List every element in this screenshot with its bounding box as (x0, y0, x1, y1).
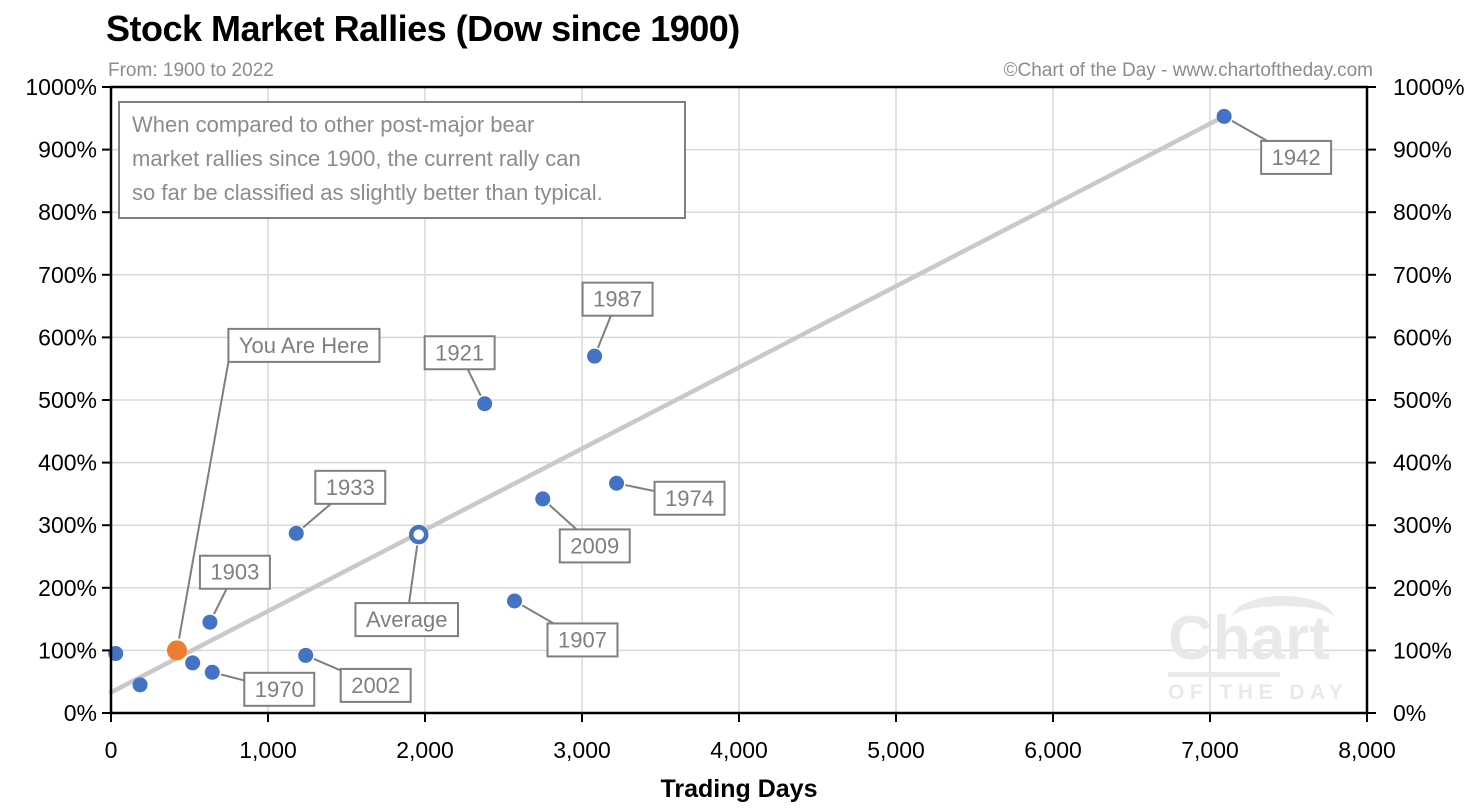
leader-1987 (597, 315, 612, 349)
callout-1974 (653, 480, 726, 516)
y-right-tick-400%: 400% (1393, 450, 1452, 476)
point-unlabeled (132, 677, 148, 693)
leader-1942 (1231, 120, 1268, 142)
point-1903 (202, 614, 218, 630)
x-tick-6,000: 6,000 (1024, 737, 1082, 763)
x-tick-7,000: 7,000 (1181, 737, 1239, 763)
leader-you-are-here (178, 361, 230, 639)
x-axis-label: Trading Days (661, 775, 818, 803)
y-right-tick-300%: 300% (1393, 512, 1452, 538)
x-tick-5,000: 5,000 (867, 737, 925, 763)
leader-1903 (213, 588, 228, 615)
y-right-tick-200%: 200% (1393, 575, 1452, 601)
y-right-tick-100%: 100% (1393, 637, 1452, 663)
x-tick-4,000: 4,000 (710, 737, 768, 763)
y-right-tick-0%: 0% (1393, 700, 1426, 726)
y-left-tick-400%: 400% (38, 450, 97, 476)
gridlines (111, 87, 1367, 713)
callout-1921-text: 1921 (435, 340, 484, 365)
leader-1907 (521, 604, 555, 625)
y-right-tick-700%: 700% (1393, 262, 1452, 288)
callout-1987-text: 1987 (593, 287, 642, 312)
leader-1933 (302, 503, 332, 529)
callout-2002-text: 2002 (351, 673, 400, 698)
y-left-tick-600%: 600% (38, 324, 97, 350)
chart-date-range: From: 1900 to 2022 (108, 60, 274, 81)
callout-average-text: Average (366, 607, 448, 632)
plot-frame (109, 85, 1369, 715)
callout-1903 (198, 554, 271, 590)
point-average (408, 524, 429, 545)
axis-tick-labels: 0% 0% 100% 100% 200% 200% 300% 300% 400% 400% 500%… (25, 74, 1464, 763)
x-tick-3,000: 3,000 (553, 737, 611, 763)
data-points (108, 108, 1232, 693)
leader-1974 (625, 484, 655, 493)
callout-labels: You Are Here 1903 1970 1933 2002 Average 1921 1… (198, 139, 1333, 707)
point-2009 (535, 491, 551, 507)
y-left-tick-100%: 100% (38, 637, 97, 663)
y-left-tick-0%: 0% (64, 700, 97, 726)
callout-1970-text: 1970 (255, 677, 304, 702)
point-1933 (288, 525, 304, 541)
axis-ticks (102, 86, 1376, 722)
callout-1903-text: 1903 (210, 560, 259, 585)
x-axis-title: Trading Days (661, 775, 818, 803)
annotation-textbox: When compared to other post-major bear m… (118, 101, 686, 219)
leader-average (408, 545, 419, 604)
point-1921 (477, 396, 493, 412)
callout-1942 (1260, 139, 1333, 175)
y-right-tick-1000%: 1000% (1393, 74, 1465, 100)
point-unlabeled (185, 655, 201, 671)
point-1907 (506, 593, 522, 609)
y-left-tick-900%: 900% (38, 137, 97, 163)
y-left-tick-700%: 700% (38, 262, 97, 288)
point-2002 (298, 647, 314, 663)
callout-1933-text: 1933 (326, 475, 375, 500)
y-right-tick-900%: 900% (1393, 137, 1452, 163)
y-left-tick-1000%: 1000% (25, 74, 97, 100)
callout-2009-text: 2009 (570, 533, 619, 558)
point-1970 (204, 664, 220, 680)
callout-1933 (314, 469, 387, 505)
leader-2002 (313, 658, 342, 672)
point-you-are-here (166, 640, 187, 661)
callout-1907-text: 1907 (558, 627, 607, 652)
x-tick-8,000: 8,000 (1338, 737, 1396, 763)
callout-1970 (243, 671, 316, 707)
plot-border (109, 85, 1369, 715)
y-left-tick-200%: 200% (38, 575, 97, 601)
callout-average (354, 602, 459, 638)
leader-1921 (466, 368, 482, 397)
y-right-tick-500%: 500% (1393, 387, 1452, 413)
y-left-tick-300%: 300% (38, 512, 97, 538)
callout-you-are-here (227, 327, 381, 363)
y-right-tick-800%: 800% (1393, 199, 1452, 225)
callout-1942-text: 1942 (1272, 145, 1321, 170)
callout-2009 (558, 528, 631, 564)
x-tick-0: 0 (105, 737, 118, 763)
x-tick-1,000: 1,000 (239, 737, 297, 763)
callout-you-are-here-text: You Are Here (239, 333, 369, 358)
callout-1987 (581, 281, 654, 317)
callout-1907 (546, 622, 619, 658)
point-1974 (609, 475, 625, 491)
x-tick-2,000: 2,000 (396, 737, 454, 763)
copyright-credit: ©Chart of the Day - www.chartoftheday.co… (1003, 60, 1373, 81)
leader-1970 (220, 673, 245, 682)
point-1987 (587, 348, 603, 364)
callout-1921 (423, 335, 496, 371)
y-left-tick-800%: 800% (38, 199, 97, 225)
callout-1974-text: 1974 (665, 486, 714, 511)
callout-2002 (339, 667, 412, 703)
page-title: Stock Market Rallies (Dow since 1900) (106, 8, 740, 49)
leader-2009 (548, 504, 578, 531)
point-1942 (1216, 108, 1232, 124)
y-left-tick-500%: 500% (38, 387, 97, 413)
trend-line (108, 114, 1227, 695)
y-right-tick-600%: 600% (1393, 324, 1452, 350)
callout-leaders (178, 120, 1268, 682)
